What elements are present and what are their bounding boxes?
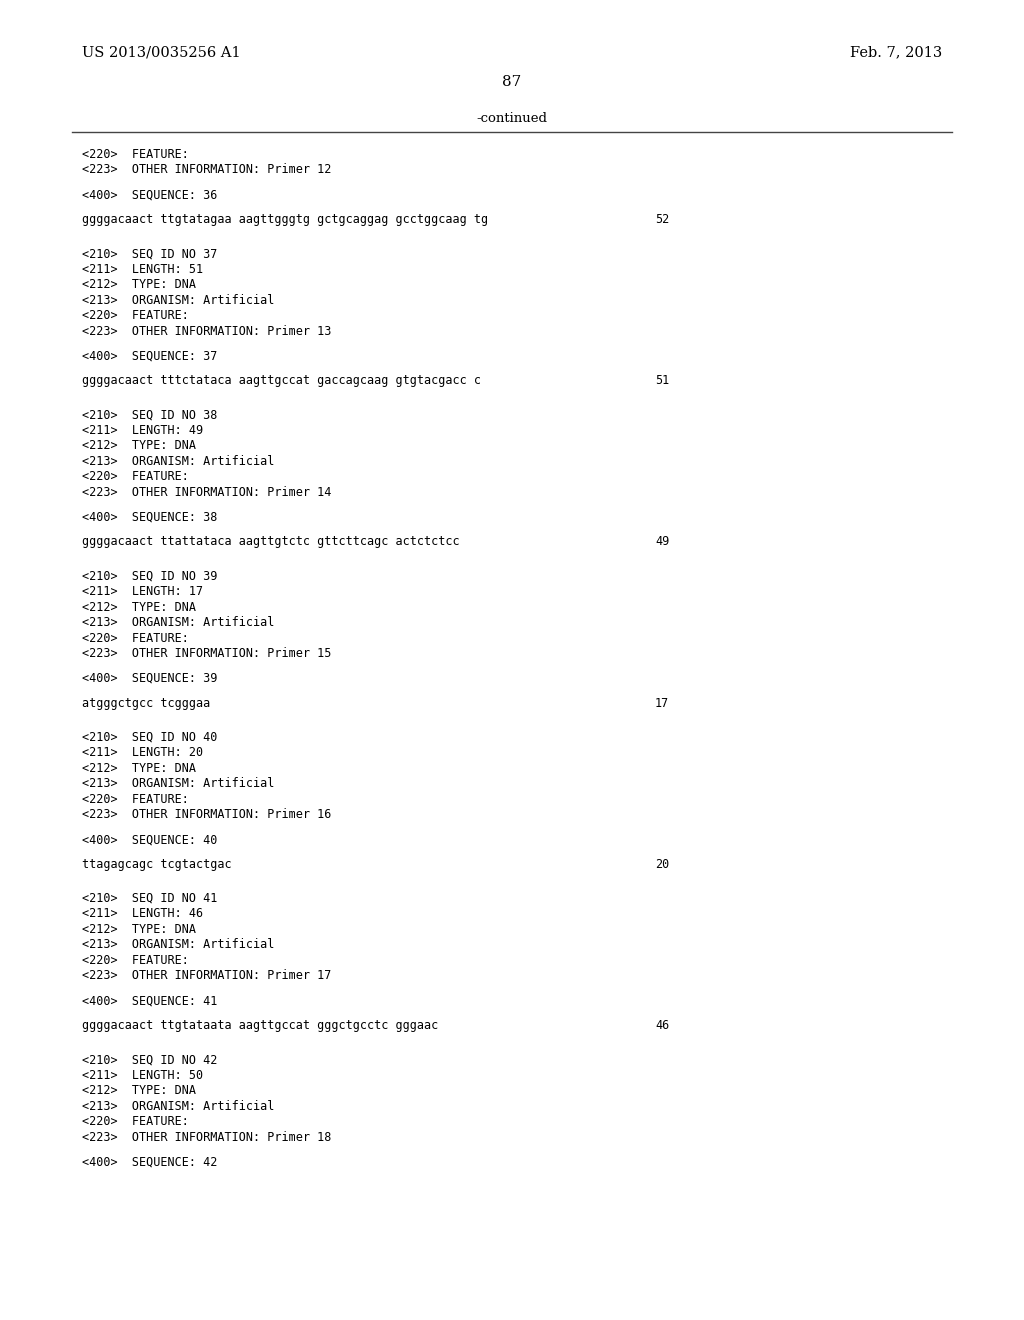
- Text: <213>  ORGANISM: Artificial: <213> ORGANISM: Artificial: [82, 777, 274, 791]
- Text: <213>  ORGANISM: Artificial: <213> ORGANISM: Artificial: [82, 616, 274, 630]
- Text: <212>  TYPE: DNA: <212> TYPE: DNA: [82, 1084, 196, 1097]
- Text: <211>  LENGTH: 51: <211> LENGTH: 51: [82, 263, 203, 276]
- Text: <223>  OTHER INFORMATION: Primer 13: <223> OTHER INFORMATION: Primer 13: [82, 325, 332, 338]
- Text: <212>  TYPE: DNA: <212> TYPE: DNA: [82, 440, 196, 453]
- Text: <223>  OTHER INFORMATION: Primer 15: <223> OTHER INFORMATION: Primer 15: [82, 647, 332, 660]
- Text: <210>  SEQ ID NO 38: <210> SEQ ID NO 38: [82, 408, 217, 421]
- Text: <223>  OTHER INFORMATION: Primer 17: <223> OTHER INFORMATION: Primer 17: [82, 969, 332, 982]
- Text: <212>  TYPE: DNA: <212> TYPE: DNA: [82, 923, 196, 936]
- Text: <400>  SEQUENCE: 36: <400> SEQUENCE: 36: [82, 189, 217, 201]
- Text: <213>  ORGANISM: Artificial: <213> ORGANISM: Artificial: [82, 1100, 274, 1113]
- Text: <400>  SEQUENCE: 39: <400> SEQUENCE: 39: [82, 672, 217, 685]
- Text: atgggctgcc tcgggaa: atgggctgcc tcgggaa: [82, 697, 210, 710]
- Text: <211>  LENGTH: 49: <211> LENGTH: 49: [82, 424, 203, 437]
- Text: <223>  OTHER INFORMATION: Primer 18: <223> OTHER INFORMATION: Primer 18: [82, 1131, 332, 1143]
- Text: ggggacaact tttctataca aagttgccat gaccagcaag gtgtacgacc c: ggggacaact tttctataca aagttgccat gaccagc…: [82, 375, 481, 387]
- Text: <212>  TYPE: DNA: <212> TYPE: DNA: [82, 279, 196, 292]
- Text: <213>  ORGANISM: Artificial: <213> ORGANISM: Artificial: [82, 293, 274, 306]
- Text: <223>  OTHER INFORMATION: Primer 12: <223> OTHER INFORMATION: Primer 12: [82, 164, 332, 177]
- Text: <211>  LENGTH: 46: <211> LENGTH: 46: [82, 907, 203, 920]
- Text: <220>  FEATURE:: <220> FEATURE:: [82, 631, 188, 644]
- Text: <220>  FEATURE:: <220> FEATURE:: [82, 148, 188, 161]
- Text: <211>  LENGTH: 17: <211> LENGTH: 17: [82, 585, 203, 598]
- Text: <220>  FEATURE:: <220> FEATURE:: [82, 309, 188, 322]
- Text: <220>  FEATURE:: <220> FEATURE:: [82, 954, 188, 968]
- Text: <212>  TYPE: DNA: <212> TYPE: DNA: [82, 762, 196, 775]
- Text: <210>  SEQ ID NO 42: <210> SEQ ID NO 42: [82, 1053, 217, 1067]
- Text: <210>  SEQ ID NO 41: <210> SEQ ID NO 41: [82, 892, 217, 906]
- Text: <210>  SEQ ID NO 37: <210> SEQ ID NO 37: [82, 247, 217, 260]
- Text: <400>  SEQUENCE: 41: <400> SEQUENCE: 41: [82, 994, 217, 1007]
- Text: <211>  LENGTH: 20: <211> LENGTH: 20: [82, 746, 203, 759]
- Text: 87: 87: [503, 75, 521, 88]
- Text: <220>  FEATURE:: <220> FEATURE:: [82, 1115, 188, 1129]
- Text: <400>  SEQUENCE: 38: <400> SEQUENCE: 38: [82, 511, 217, 524]
- Text: <213>  ORGANISM: Artificial: <213> ORGANISM: Artificial: [82, 939, 274, 952]
- Text: 52: 52: [655, 213, 670, 226]
- Text: <211>  LENGTH: 50: <211> LENGTH: 50: [82, 1069, 203, 1081]
- Text: ttagagcagc tcgtactgac: ttagagcagc tcgtactgac: [82, 858, 231, 871]
- Text: ggggacaact ttattataca aagttgtctc gttcttcagc actctctcc: ggggacaact ttattataca aagttgtctc gttcttc…: [82, 536, 460, 549]
- Text: <400>  SEQUENCE: 42: <400> SEQUENCE: 42: [82, 1155, 217, 1168]
- Text: <213>  ORGANISM: Artificial: <213> ORGANISM: Artificial: [82, 455, 274, 467]
- Text: 17: 17: [655, 697, 670, 710]
- Text: US 2013/0035256 A1: US 2013/0035256 A1: [82, 45, 241, 59]
- Text: 49: 49: [655, 536, 670, 549]
- Text: <223>  OTHER INFORMATION: Primer 16: <223> OTHER INFORMATION: Primer 16: [82, 808, 332, 821]
- Text: <400>  SEQUENCE: 40: <400> SEQUENCE: 40: [82, 833, 217, 846]
- Text: ggggacaact ttgtatagaa aagttgggtg gctgcaggag gcctggcaag tg: ggggacaact ttgtatagaa aagttgggtg gctgcag…: [82, 213, 488, 226]
- Text: 51: 51: [655, 375, 670, 387]
- Text: 46: 46: [655, 1019, 670, 1032]
- Text: <210>  SEQ ID NO 39: <210> SEQ ID NO 39: [82, 570, 217, 582]
- Text: 20: 20: [655, 858, 670, 871]
- Text: Feb. 7, 2013: Feb. 7, 2013: [850, 45, 942, 59]
- Text: <223>  OTHER INFORMATION: Primer 14: <223> OTHER INFORMATION: Primer 14: [82, 486, 332, 499]
- Text: -continued: -continued: [476, 112, 548, 125]
- Text: <220>  FEATURE:: <220> FEATURE:: [82, 793, 188, 805]
- Text: <210>  SEQ ID NO 40: <210> SEQ ID NO 40: [82, 731, 217, 743]
- Text: <212>  TYPE: DNA: <212> TYPE: DNA: [82, 601, 196, 614]
- Text: <400>  SEQUENCE: 37: <400> SEQUENCE: 37: [82, 350, 217, 363]
- Text: <220>  FEATURE:: <220> FEATURE:: [82, 470, 188, 483]
- Text: ggggacaact ttgtataata aagttgccat gggctgcctc gggaac: ggggacaact ttgtataata aagttgccat gggctgc…: [82, 1019, 438, 1032]
